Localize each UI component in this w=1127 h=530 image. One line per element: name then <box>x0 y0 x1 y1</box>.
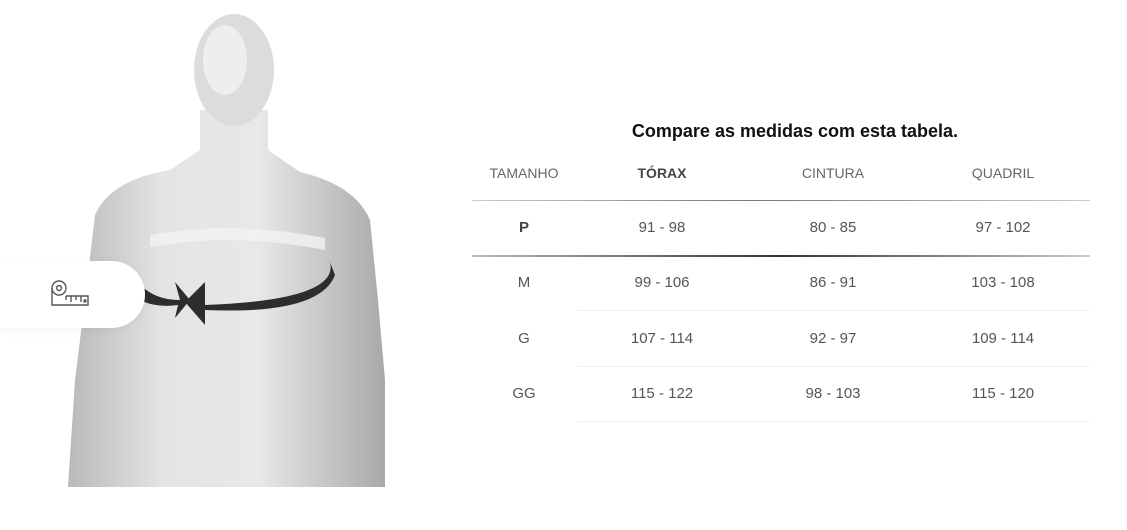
page-title: Compare as medidas com esta tabela. <box>631 121 959 141</box>
measurement-cell: 103 - 108 <box>971 274 1035 291</box>
size-label: P <box>518 219 530 236</box>
measurement-cell: 80 - 85 <box>809 219 857 236</box>
measurement-cell: 98 - 103 <box>805 385 861 402</box>
measuring-tape-icon <box>51 280 89 306</box>
measurement-cell: 115 - 120 <box>971 385 1035 402</box>
measurement-cell: 99 - 106 <box>634 274 690 291</box>
measurement-cell: 91 - 98 <box>638 219 686 236</box>
header-tamanho: TAMANHO <box>489 165 559 181</box>
measure-icon-badge <box>0 261 145 328</box>
measurement-cell: 115 - 122 <box>630 385 694 402</box>
header-quadril: QUADRIL <box>971 165 1035 181</box>
divider <box>577 366 1090 367</box>
divider <box>472 200 1090 201</box>
divider <box>577 310 1090 311</box>
header-cintura: CINTURA <box>801 165 865 181</box>
measurement-cell: 86 - 91 <box>809 274 857 291</box>
measurement-cell: 97 - 102 <box>975 219 1031 236</box>
header-torax: TÓRAX <box>637 165 687 181</box>
measurement-cell: 109 - 114 <box>971 330 1035 347</box>
size-label: GG <box>512 385 536 402</box>
measurement-cell: 107 - 114 <box>630 330 694 347</box>
size-label: M <box>517 274 531 291</box>
size-label: G <box>518 330 530 347</box>
mannequin-illustration <box>0 0 460 525</box>
divider <box>472 255 1090 257</box>
measurement-cell: 92 - 97 <box>809 330 857 347</box>
divider <box>577 421 1090 422</box>
